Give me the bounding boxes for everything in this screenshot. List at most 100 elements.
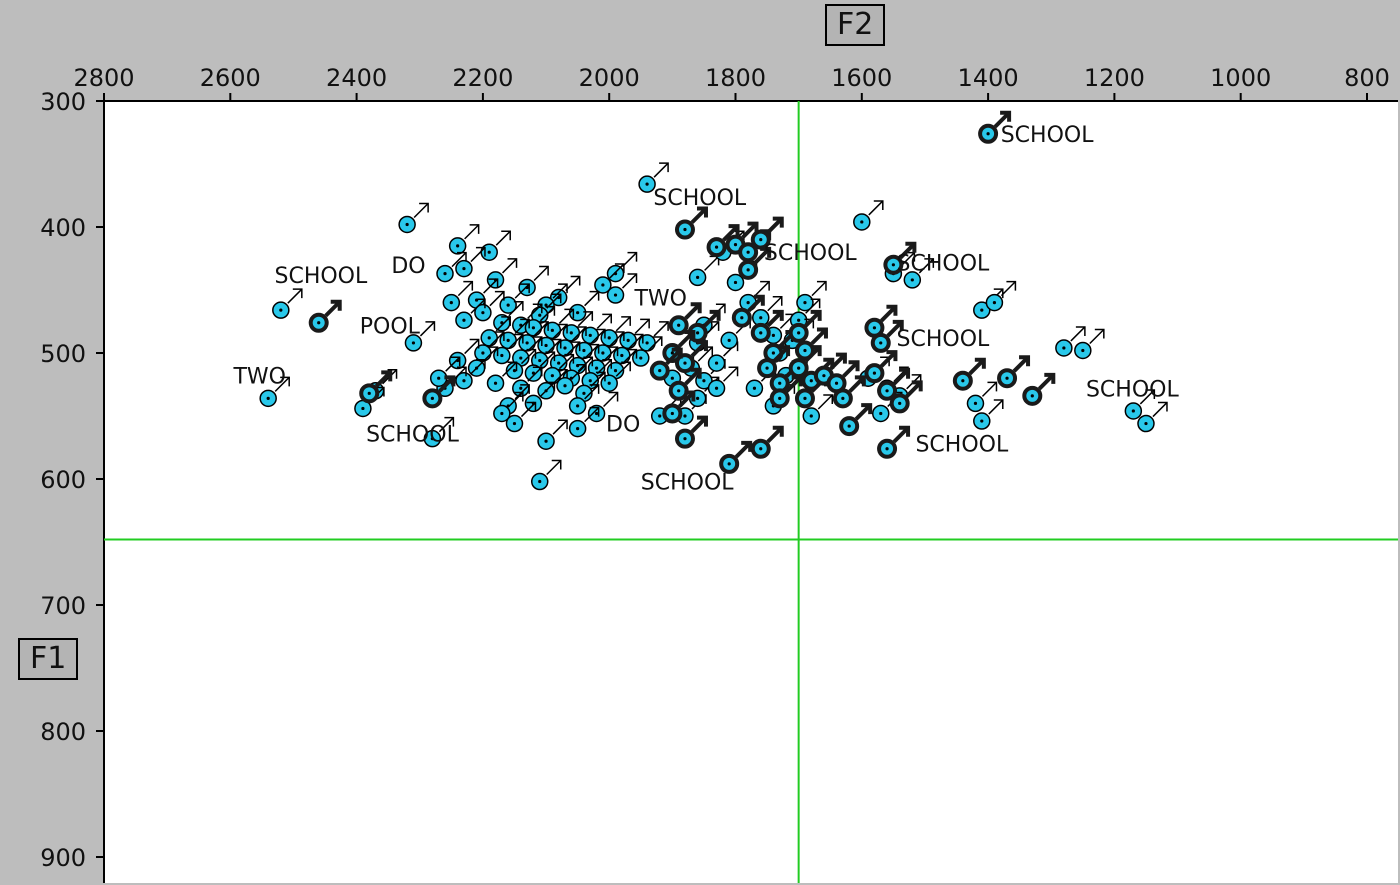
data-point [674, 415, 708, 449]
data-point [719, 440, 753, 474]
data-point [568, 406, 600, 438]
data-point [750, 425, 784, 459]
data-point [442, 280, 474, 312]
data-point [966, 381, 998, 413]
x-tick-label: 1000 [1210, 64, 1271, 92]
data-point [474, 290, 505, 322]
x-tick-label: 1400 [958, 64, 1019, 92]
y-tick-label: 700 [40, 592, 86, 620]
data-point [978, 110, 1012, 144]
y-axis-label: F1 [18, 638, 79, 680]
data-point [422, 375, 456, 409]
data-point [883, 241, 917, 275]
data-point [455, 358, 486, 390]
data-point [750, 309, 784, 343]
data-point [731, 294, 765, 328]
data-point [750, 216, 784, 250]
data-point [272, 288, 303, 319]
data-point [952, 357, 986, 391]
x-tick-label: 800 [1344, 64, 1390, 92]
x-tick-label: 1600 [831, 64, 892, 92]
word-annotation: SCHOOL [653, 186, 747, 211]
word-annotation: SCHOOL [366, 423, 460, 448]
data-point [308, 299, 342, 333]
data-point [587, 391, 619, 423]
data-point [973, 399, 1004, 430]
data-point [870, 319, 904, 353]
data-point [436, 251, 467, 283]
data-point [788, 345, 822, 379]
data-point [788, 309, 822, 343]
y-tick-label: 500 [40, 340, 86, 368]
data-point [530, 459, 562, 491]
data-point [1022, 372, 1056, 406]
series-dark-markers [308, 110, 1056, 474]
data-point [499, 283, 530, 314]
data-point [606, 273, 638, 304]
data-point [1074, 328, 1105, 360]
data-point [794, 327, 828, 361]
word-annotation: TWO [633, 287, 687, 312]
data-point [796, 280, 827, 312]
data-point [1055, 326, 1086, 357]
word-annotation: TWO [232, 365, 286, 390]
data-point [877, 367, 911, 401]
data-point [707, 366, 739, 398]
data-point [575, 371, 606, 403]
x-tick-label: 1800 [705, 64, 766, 92]
word-annotation: SCHOOL [897, 327, 991, 352]
data-point [423, 416, 455, 448]
data-point [832, 375, 866, 409]
data-point [662, 390, 696, 424]
data-point [985, 280, 1017, 312]
data-point [688, 255, 720, 287]
data-point [404, 321, 436, 352]
y-tick-label: 600 [40, 466, 86, 494]
data-point [813, 352, 847, 386]
word-annotation: SCHOOL [275, 264, 369, 289]
series-light-markers [259, 162, 1168, 491]
y-tick-label: 800 [40, 718, 86, 746]
data-point [668, 367, 702, 401]
data-point [997, 355, 1031, 389]
plot-area [104, 101, 1398, 883]
data-point [903, 258, 935, 289]
data-point [1124, 389, 1156, 420]
data-point [537, 419, 568, 450]
data-point [568, 384, 600, 415]
y-tick-label: 900 [40, 844, 86, 872]
data-point [398, 202, 429, 234]
data-point [638, 162, 669, 193]
data-point [549, 341, 581, 372]
word-annotation: SCHOOL [1086, 377, 1180, 402]
data-point [757, 345, 791, 379]
data-point [674, 206, 708, 240]
data-point [556, 364, 587, 395]
data-point [259, 376, 290, 408]
data-point [877, 425, 911, 459]
x-tick-label: 2400 [326, 64, 387, 92]
data-point [512, 303, 543, 335]
data-point [674, 340, 708, 374]
data-point [649, 347, 683, 381]
word-annotation: SCHOOL [641, 471, 735, 496]
x-axis-label: F2 [825, 4, 886, 46]
word-annotation: DO [391, 254, 425, 279]
data-point [486, 258, 518, 289]
data-point [889, 380, 923, 414]
word-annotation: SCHOOL [1001, 123, 1095, 148]
data-point [505, 401, 537, 433]
word-annotation: POOL [360, 314, 421, 339]
x-tick-label: 2800 [73, 64, 134, 92]
data-point [429, 356, 461, 387]
word-annotation: DO [606, 413, 640, 438]
data-point [455, 246, 486, 278]
x-tick-label: 2600 [200, 64, 261, 92]
data-point [706, 224, 740, 258]
data-point [594, 263, 625, 294]
data-point [486, 361, 518, 392]
data-point [769, 375, 803, 409]
data-point [1137, 401, 1168, 433]
